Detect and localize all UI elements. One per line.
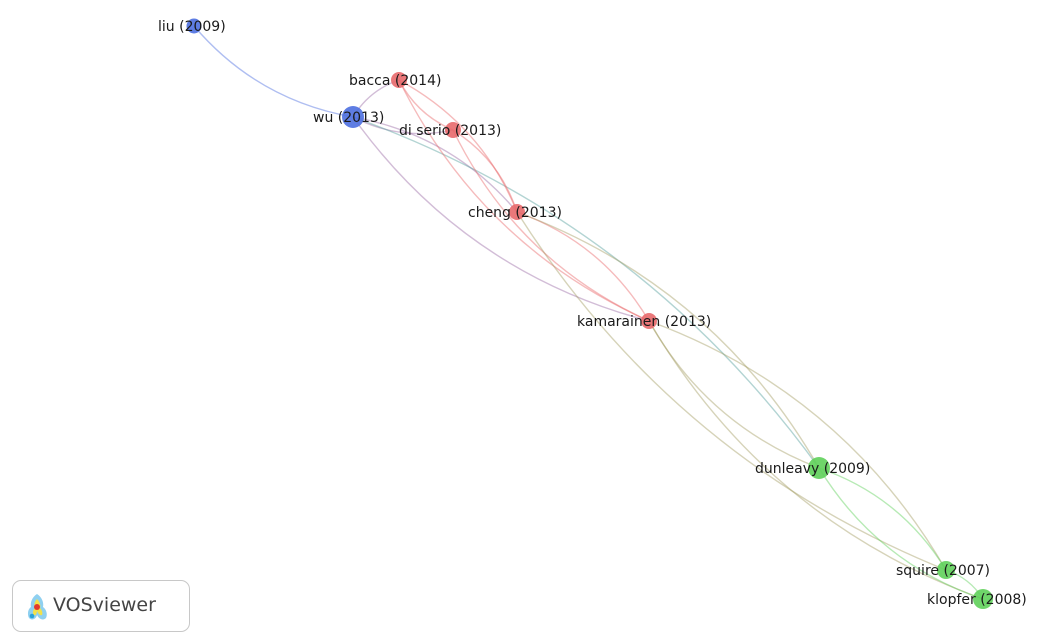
node-label-cheng2013[interactable]: cheng (2013) bbox=[468, 205, 562, 221]
labels-layer: liu (2009) wu (2013) bacca (2014) di serio … bbox=[158, 19, 1027, 608]
node-dunleavy2009[interactable] bbox=[808, 457, 830, 479]
vosviewer-logo-text: VOSviewer bbox=[53, 594, 156, 616]
link-liu2009-wu2013 bbox=[193, 25, 354, 118]
node-label-bacca2014[interactable]: bacca (2014) bbox=[349, 73, 441, 89]
link-bacca2014-kamarainen2013 bbox=[398, 79, 650, 322]
link-kamarainen2013-dunleavy2009 bbox=[648, 320, 820, 469]
link-cheng2013-squire2007 bbox=[516, 211, 947, 571]
node-label-dunleavy2009[interactable]: dunleavy (2009) bbox=[755, 461, 870, 477]
link-bacca2014-cheng2013 bbox=[398, 79, 518, 213]
node-label-kamarainen2013[interactable]: kamarainen (2013) bbox=[577, 314, 711, 330]
link-wu2013-cheng2013 bbox=[352, 116, 518, 213]
link-kamarainen2013-squire2007 bbox=[648, 320, 947, 571]
node-label-liu2009[interactable]: liu (2009) bbox=[158, 19, 226, 35]
link-cheng2013-kamarainen2013 bbox=[516, 211, 650, 322]
link-wu2013-dunleavy2009 bbox=[352, 116, 820, 469]
node-liu2009[interactable] bbox=[186, 18, 202, 34]
node-label-wu2013[interactable]: wu (2013) bbox=[313, 110, 384, 126]
link-wu2013-diserio2013 bbox=[352, 116, 454, 135]
node-bacca2014[interactable] bbox=[391, 72, 407, 88]
node-cheng2013[interactable] bbox=[509, 204, 525, 220]
vosviewer-logo: VOSviewer bbox=[12, 580, 190, 632]
link-cheng2013-dunleavy2009 bbox=[516, 211, 820, 469]
node-klopfer2008[interactable] bbox=[973, 589, 993, 609]
link-kamarainen2013-klopfer2008 bbox=[648, 320, 984, 600]
node-label-diserio2013[interactable]: di serio (2013) bbox=[399, 123, 501, 139]
node-squire2007[interactable] bbox=[937, 561, 955, 579]
node-label-klopfer2008[interactable]: klopfer (2008) bbox=[927, 592, 1027, 608]
links-layer bbox=[193, 25, 984, 600]
nodes-layer bbox=[186, 18, 993, 609]
node-kamarainen2013[interactable] bbox=[641, 313, 657, 329]
link-dunleavy2009-klopfer2008 bbox=[818, 467, 984, 600]
link-diserio2013-cheng2013 bbox=[452, 129, 518, 213]
vosviewer-logo-icon bbox=[27, 594, 47, 620]
node-diserio2013[interactable] bbox=[445, 122, 461, 138]
node-label-squire2007[interactable]: squire (2007) bbox=[896, 563, 990, 579]
link-wu2013-kamarainen2013 bbox=[352, 116, 650, 322]
link-diserio2013-kamarainen2013 bbox=[452, 129, 650, 322]
link-dunleavy2009-squire2007 bbox=[818, 467, 947, 571]
node-wu2013[interactable] bbox=[342, 106, 364, 128]
